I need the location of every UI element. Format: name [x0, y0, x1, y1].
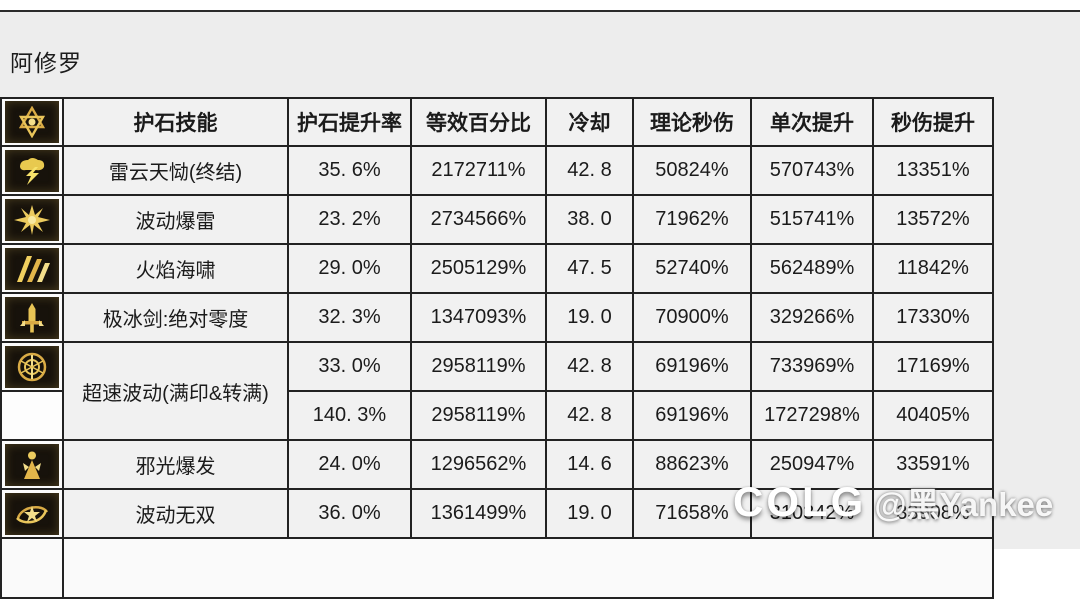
cooldown-value: 38. 0	[545, 194, 634, 245]
skill-name: 波动无双	[62, 488, 289, 539]
page-background: 阿修罗 护石技能 护石提升率 等效百分比 冷却 理论秒伤 单次提	[0, 12, 1080, 599]
wave-swirl-icon	[5, 492, 59, 535]
guardian-stone-table: 护石技能 护石提升率 等效百分比 冷却 理论秒伤 单次提升 秒伤提升 雷云天恸(…	[0, 97, 994, 599]
equiv-value: 2172711%	[410, 145, 547, 196]
equiv-value: 2958119%	[410, 390, 547, 441]
wave-blast-icon	[5, 198, 59, 241]
table-row: 火焰海啸 29. 0% 2505129% 47. 5 52740% 562489…	[0, 243, 994, 294]
wave-medallion-icon	[5, 345, 59, 388]
thunder-cloud-icon	[5, 149, 59, 192]
table-row: 波动爆雷 23. 2% 2734566% 38. 0 71962% 515741…	[0, 194, 994, 245]
gain-value: 33908%	[872, 488, 994, 539]
single-value: 570743%	[750, 145, 874, 196]
single-value: 562489%	[750, 243, 874, 294]
table-row: 极冰剑:绝对零度 32. 3% 1347093% 19. 0 70900% 32…	[0, 292, 994, 343]
col-header-gain: 秒伤提升	[872, 97, 994, 147]
dps-value: 71658%	[632, 488, 752, 539]
gain-value: 17330%	[872, 292, 994, 343]
single-value: 1727298%	[750, 390, 874, 441]
col-header-skill: 护石技能	[62, 97, 289, 147]
dps-value: 69196%	[632, 390, 752, 441]
rate-value: 33. 0%	[287, 341, 412, 392]
single-value: 310342%	[750, 488, 874, 539]
cooldown-value: 19. 0	[545, 488, 634, 539]
cooldown-value: 47. 5	[545, 243, 634, 294]
flame-tsunami-icon	[5, 247, 59, 290]
rate-value: 24. 0%	[287, 439, 412, 490]
col-header-rate: 护石提升率	[287, 97, 412, 147]
table-row: 波动无双 36. 0% 1361499% 19. 0 71658% 310342…	[0, 488, 994, 539]
dps-value: 52740%	[632, 243, 752, 294]
rate-value: 23. 2%	[287, 194, 412, 245]
table-row: 140. 3% 2958119% 42. 8 69196% 1727298% 4…	[0, 390, 994, 441]
skill-name: 雷云天恸(终结)	[62, 145, 289, 196]
cooldown-value: 14. 6	[545, 439, 634, 490]
skill-name: 波动爆雷	[62, 194, 289, 245]
rate-value: 29. 0%	[287, 243, 412, 294]
ice-sword-icon	[5, 296, 59, 339]
gain-value: 13351%	[872, 145, 994, 196]
equiv-value: 2958119%	[410, 341, 547, 392]
rate-value: 32. 3%	[287, 292, 412, 343]
gain-value: 11842%	[872, 243, 994, 294]
rate-value: 35. 6%	[287, 145, 412, 196]
single-value: 733969%	[750, 341, 874, 392]
col-header-equiv: 等效百分比	[410, 97, 547, 147]
page-title: 阿修罗	[10, 50, 82, 76]
rate-value: 140. 3%	[287, 390, 412, 441]
skill-name-merged: 超速波动(满印&转满)	[62, 341, 289, 441]
single-value: 515741%	[750, 194, 874, 245]
header-icon-cell	[0, 97, 64, 147]
gain-value: 33591%	[872, 439, 994, 490]
skill-name: 火焰海啸	[62, 243, 289, 294]
table-row: 邪光爆发 24. 0% 1296562% 14. 6 88623% 250947…	[0, 439, 994, 490]
gain-value: 40405%	[872, 390, 994, 441]
gain-value: 17169%	[872, 341, 994, 392]
equiv-value: 1347093%	[410, 292, 547, 343]
single-value: 250947%	[750, 439, 874, 490]
rate-value: 36. 0%	[287, 488, 412, 539]
cooldown-value: 19. 0	[545, 292, 634, 343]
dps-value: 69196%	[632, 341, 752, 392]
evil-light-figure-icon	[5, 443, 59, 486]
col-header-cooldown: 冷却	[545, 97, 634, 147]
skill-name: 极冰剑:绝对零度	[62, 292, 289, 343]
partial-bottom-row	[0, 537, 994, 599]
dps-value: 88623%	[632, 439, 752, 490]
col-header-single: 单次提升	[750, 97, 874, 147]
gain-value: 13572%	[872, 194, 994, 245]
single-value: 329266%	[750, 292, 874, 343]
equiv-value: 2734566%	[410, 194, 547, 245]
dps-value: 70900%	[632, 292, 752, 343]
table-row: 雷云天恸(终结) 35. 6% 2172711% 42. 8 50824% 57…	[0, 145, 994, 196]
equiv-value: 1361499%	[410, 488, 547, 539]
equiv-value: 1296562%	[410, 439, 547, 490]
dps-value: 50824%	[632, 145, 752, 196]
top-divider-line	[0, 0, 1080, 12]
cooldown-value: 42. 8	[545, 390, 634, 441]
equiv-value: 2505129%	[410, 243, 547, 294]
empty-icon-cell	[0, 390, 64, 441]
hexagram-medallion-icon	[5, 101, 59, 143]
skill-name: 邪光爆发	[62, 439, 289, 490]
col-header-dps: 理论秒伤	[632, 97, 752, 147]
dps-value: 71962%	[632, 194, 752, 245]
table-header-row: 护石技能 护石提升率 等效百分比 冷却 理论秒伤 单次提升 秒伤提升	[0, 97, 994, 147]
cooldown-value: 42. 8	[545, 145, 634, 196]
cooldown-value: 42. 8	[545, 341, 634, 392]
table-row: 超速波动(满印&转满) 33. 0% 2958119% 42. 8 69196%…	[0, 341, 994, 441]
